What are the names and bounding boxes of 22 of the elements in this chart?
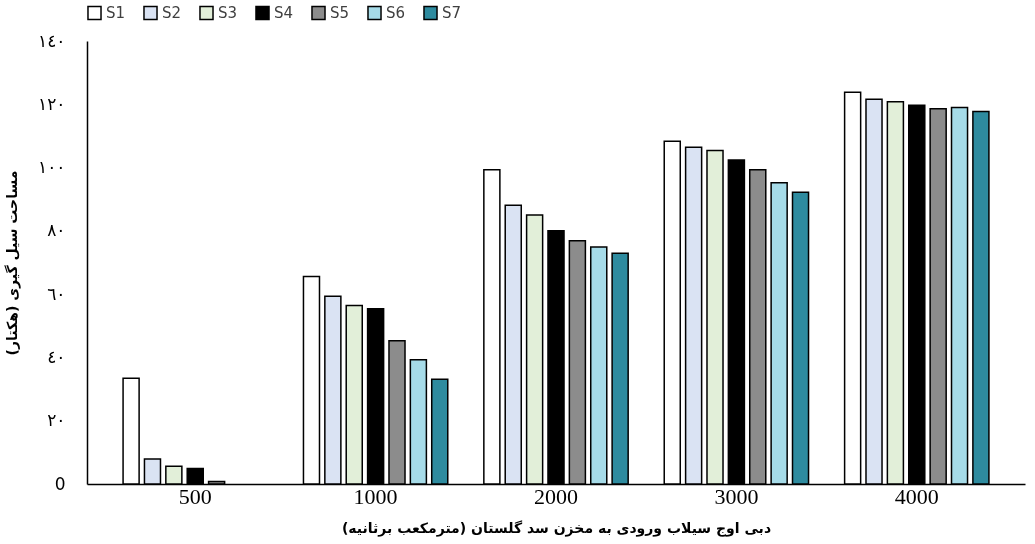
x-tick-label: 500 bbox=[178, 483, 212, 509]
y-axis-title: مساحت سیل گیری (هکتار) bbox=[4, 170, 22, 356]
y-tick-label: ٢٠ bbox=[47, 410, 66, 431]
x-axis-title: دبی اوج سیلاب ورودی به مخزن سد گلستان (مترمکعب برثانیه) bbox=[341, 519, 772, 537]
x-tick-label: 2000 bbox=[534, 483, 578, 509]
x-tick-label: 1000 bbox=[353, 483, 398, 509]
legend-label: S3 bbox=[218, 3, 238, 22]
y-tick-label: ١٢٠ bbox=[38, 93, 66, 114]
x-tick-label: 3000 bbox=[714, 483, 759, 509]
legend-label: S1 bbox=[106, 3, 126, 22]
legend-label: S7 bbox=[442, 3, 462, 22]
legend-label: S6 bbox=[386, 3, 406, 22]
y-tick-label: ٤٠ bbox=[47, 346, 66, 367]
y-tick-label: ١٠٠ bbox=[38, 157, 66, 178]
y-tick-label: ٦٠ bbox=[47, 283, 66, 304]
x-tick-label: 4000 bbox=[894, 483, 939, 509]
legend-label: S5 bbox=[330, 3, 350, 22]
legend-label: S2 bbox=[162, 3, 182, 22]
y-tick-label: 0 bbox=[54, 473, 66, 494]
y-tick-label: ١٤٠ bbox=[38, 30, 66, 51]
legend-label: S4 bbox=[274, 3, 294, 22]
y-tick-label: ٨٠ bbox=[47, 220, 66, 241]
